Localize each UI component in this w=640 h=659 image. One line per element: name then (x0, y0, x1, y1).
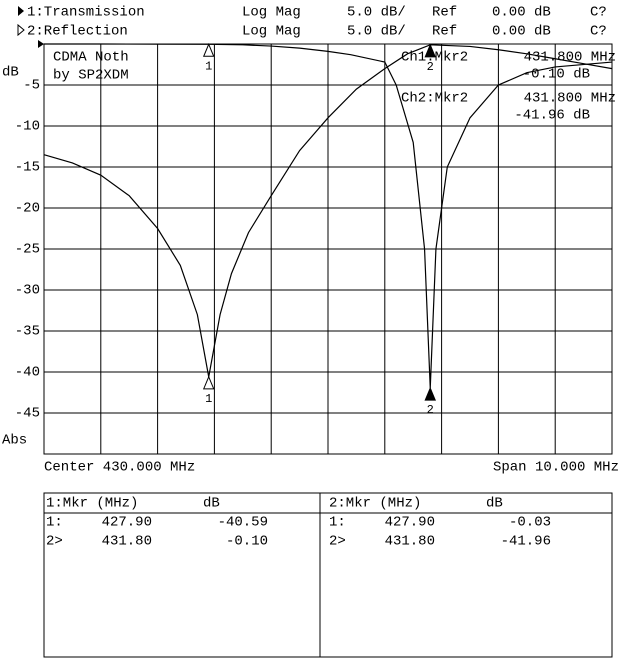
channel-ref: 0.00 dB (492, 5, 551, 21)
annotation: CDMA Noth (53, 50, 129, 66)
channel-icon (17, 23, 25, 37)
channel-name: 1:Transmission (27, 5, 145, 21)
marker-label: 2 (427, 403, 434, 417)
channel-status: C? (590, 24, 607, 40)
channel-name: 2:Reflection (27, 24, 128, 40)
table-cell: -0.10 (226, 534, 268, 550)
table-cell: 427.90 (102, 515, 152, 531)
marker (202, 375, 215, 390)
table-cell: -0.03 (509, 515, 551, 531)
readout-level: -41.96 dB (514, 108, 590, 124)
channel-scale: 5.0 dB/ (347, 5, 406, 21)
y-tick-label: -35 (15, 324, 40, 340)
channel-ref-label: Ref (432, 5, 457, 21)
table-cell: 431.80 (102, 534, 152, 550)
table-header: 1:Mkr (MHz) (46, 496, 138, 512)
table-header: dB (203, 496, 220, 512)
y-tick-label: -40 (15, 365, 40, 381)
table-cell: 2> (46, 534, 63, 550)
trace (44, 43, 613, 389)
marker (424, 386, 436, 401)
y-tick-label: -10 (15, 119, 40, 135)
y-tick-label: -20 (15, 201, 40, 217)
table-header: 2:Mkr (MHz) (329, 496, 421, 512)
marker-label: 2 (427, 60, 434, 74)
readout-level: -0.10 dB (523, 67, 590, 83)
channel-ref-label: Ref (432, 24, 457, 40)
table-cell: -40.59 (218, 515, 268, 531)
y-tick-label: -15 (15, 160, 40, 176)
marker-label: 1 (205, 392, 212, 406)
y-tick-label: -45 (15, 406, 40, 422)
y-tick-label: -30 (15, 283, 40, 299)
marker (202, 42, 215, 57)
readout-freq: 431.800 MHz (524, 50, 616, 66)
y-tick-label: -5 (23, 78, 40, 94)
table-cell: 2> (329, 534, 346, 550)
readout-title: Ch1:Mkr2 (401, 50, 468, 66)
channel-format: Log Mag (242, 24, 301, 40)
table-cell: 1: (46, 515, 63, 531)
y-unit: dB (2, 65, 19, 81)
table-cell: -41.96 (501, 534, 551, 550)
trace (43, 44, 613, 377)
channel-format: Log Mag (242, 5, 301, 21)
x-right-label: Span 10.000 MHz (493, 460, 619, 476)
x-left-label: Center 430.000 MHz (44, 460, 195, 476)
annotation: by SP2XDM (53, 68, 129, 84)
table-cell: 1: (329, 515, 346, 531)
readout-title: Ch2:Mkr2 (401, 91, 468, 107)
table-header: dB (486, 496, 503, 512)
channel-ref: 0.00 dB (492, 24, 551, 40)
y-footer: Abs (2, 433, 27, 449)
table-frame (43, 492, 613, 658)
marker (424, 43, 436, 58)
readout-freq: 431.800 MHz (524, 91, 616, 107)
table-cell: 431.80 (385, 534, 435, 550)
channel-status: C? (590, 5, 607, 21)
ref-pointer (38, 40, 44, 48)
active-channel-icon (18, 6, 24, 16)
y-tick-label: -25 (15, 242, 40, 258)
channel-scale: 5.0 dB/ (347, 24, 406, 40)
table-cell: 427.90 (385, 515, 435, 531)
marker-label: 1 (205, 59, 212, 73)
